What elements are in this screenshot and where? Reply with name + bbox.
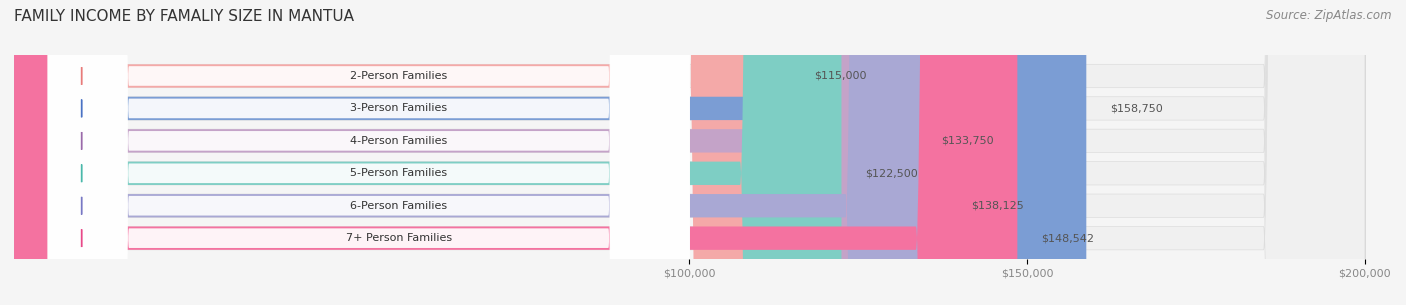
FancyBboxPatch shape xyxy=(14,0,1365,305)
Text: $138,125: $138,125 xyxy=(970,201,1024,211)
FancyBboxPatch shape xyxy=(14,0,1365,305)
FancyBboxPatch shape xyxy=(48,0,689,305)
Text: FAMILY INCOME BY FAMALIY SIZE IN MANTUA: FAMILY INCOME BY FAMALIY SIZE IN MANTUA xyxy=(14,9,354,24)
FancyBboxPatch shape xyxy=(48,0,689,305)
Text: Source: ZipAtlas.com: Source: ZipAtlas.com xyxy=(1267,9,1392,22)
Text: $133,750: $133,750 xyxy=(941,136,994,146)
Text: 3-Person Families: 3-Person Families xyxy=(350,103,447,113)
FancyBboxPatch shape xyxy=(14,0,1018,305)
FancyBboxPatch shape xyxy=(14,0,1365,305)
FancyBboxPatch shape xyxy=(48,0,689,305)
Text: 7+ Person Families: 7+ Person Families xyxy=(346,233,453,243)
FancyBboxPatch shape xyxy=(48,0,689,305)
FancyBboxPatch shape xyxy=(48,0,689,305)
Text: $158,750: $158,750 xyxy=(1109,103,1163,113)
Text: 4-Person Families: 4-Person Families xyxy=(350,136,447,146)
FancyBboxPatch shape xyxy=(14,0,1087,305)
FancyBboxPatch shape xyxy=(14,0,841,305)
Text: 5-Person Families: 5-Person Families xyxy=(350,168,447,178)
FancyBboxPatch shape xyxy=(14,0,1365,305)
FancyBboxPatch shape xyxy=(14,0,1365,305)
FancyBboxPatch shape xyxy=(14,0,948,305)
FancyBboxPatch shape xyxy=(14,0,790,305)
Text: 2-Person Families: 2-Person Families xyxy=(350,71,447,81)
FancyBboxPatch shape xyxy=(48,0,689,305)
FancyBboxPatch shape xyxy=(14,0,918,305)
Text: $122,500: $122,500 xyxy=(865,168,918,178)
Text: $148,542: $148,542 xyxy=(1040,233,1094,243)
FancyBboxPatch shape xyxy=(14,0,1365,305)
Text: 6-Person Families: 6-Person Families xyxy=(350,201,447,211)
Text: $115,000: $115,000 xyxy=(814,71,868,81)
